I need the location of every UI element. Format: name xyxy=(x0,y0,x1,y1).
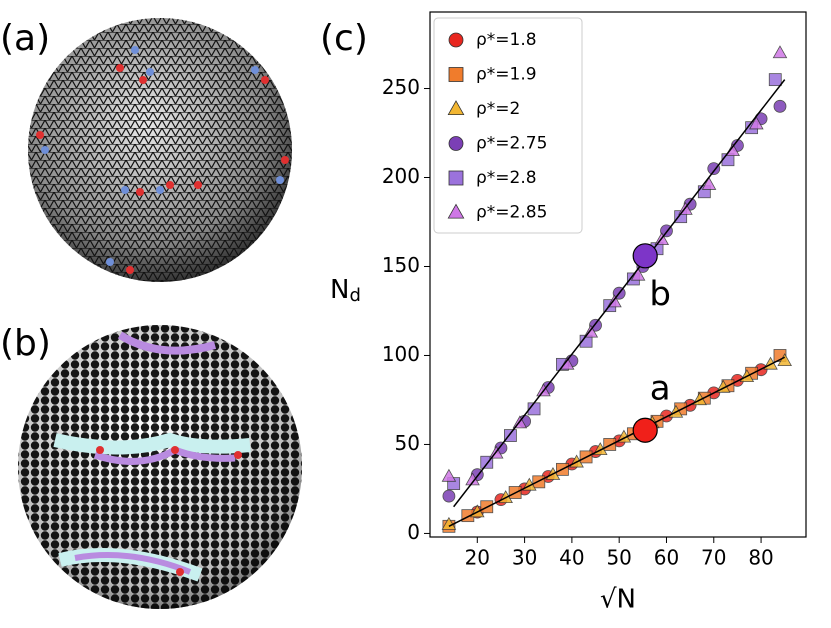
highlight-point xyxy=(632,417,658,443)
point xyxy=(777,353,793,367)
point xyxy=(773,99,787,113)
sphere-b xyxy=(18,325,302,609)
y-tick-label: 150 xyxy=(382,253,420,277)
legend-label: ρ*=2 xyxy=(476,99,520,119)
point xyxy=(442,489,456,503)
annotation: b xyxy=(649,274,671,314)
y-tick-label: 0 xyxy=(407,520,420,544)
fit-line xyxy=(448,356,786,527)
fit-line xyxy=(453,79,786,508)
legend-box xyxy=(433,17,583,234)
x-tick-label: 20 xyxy=(465,546,490,570)
y-label-sub: d xyxy=(349,285,360,306)
legend-marker xyxy=(447,100,465,115)
x-tick-label: 60 xyxy=(654,546,679,570)
panel-label: (a) xyxy=(0,18,50,59)
legend-label: ρ*=1.8 xyxy=(476,30,537,50)
legend-label: ρ*=2.75 xyxy=(476,134,547,154)
point xyxy=(701,176,717,190)
sphere-a xyxy=(28,18,292,282)
point xyxy=(707,162,721,176)
y-label-main: N xyxy=(330,275,349,305)
legend-label: ρ*=2.85 xyxy=(476,203,547,223)
legend-marker xyxy=(448,67,464,82)
x-tick-label: 80 xyxy=(748,546,773,570)
annotation: a xyxy=(650,369,671,409)
point xyxy=(559,356,575,370)
y-tick-label: 200 xyxy=(382,164,420,188)
point xyxy=(603,438,617,451)
point xyxy=(749,116,764,130)
point xyxy=(725,143,740,157)
y-axis-label: Nd xyxy=(330,275,361,307)
legend-label: ρ*=2.8 xyxy=(476,168,537,188)
x-tick-label: 30 xyxy=(512,546,537,570)
x-tick-label: 40 xyxy=(559,546,584,570)
panel-label: (c) xyxy=(320,18,368,59)
point xyxy=(630,267,646,281)
point xyxy=(441,516,457,530)
y-tick-label: 100 xyxy=(382,342,420,366)
x-axis-label: √N xyxy=(600,585,636,615)
x-tick-label: 50 xyxy=(606,546,631,570)
legend-marker xyxy=(448,32,464,48)
legend-marker xyxy=(448,136,464,151)
y-tick-label: 250 xyxy=(382,75,420,99)
x-tick-label: 70 xyxy=(701,546,726,570)
legend-label: ρ*=1.9 xyxy=(476,65,537,85)
legend-marker xyxy=(447,203,465,219)
legend-marker xyxy=(448,170,464,186)
point xyxy=(772,45,788,59)
point xyxy=(768,73,782,87)
panel-label: (b) xyxy=(0,323,51,364)
point xyxy=(441,468,457,482)
highlight-point xyxy=(632,243,658,269)
y-tick-label: 50 xyxy=(395,431,420,455)
plot-frame xyxy=(429,11,807,538)
